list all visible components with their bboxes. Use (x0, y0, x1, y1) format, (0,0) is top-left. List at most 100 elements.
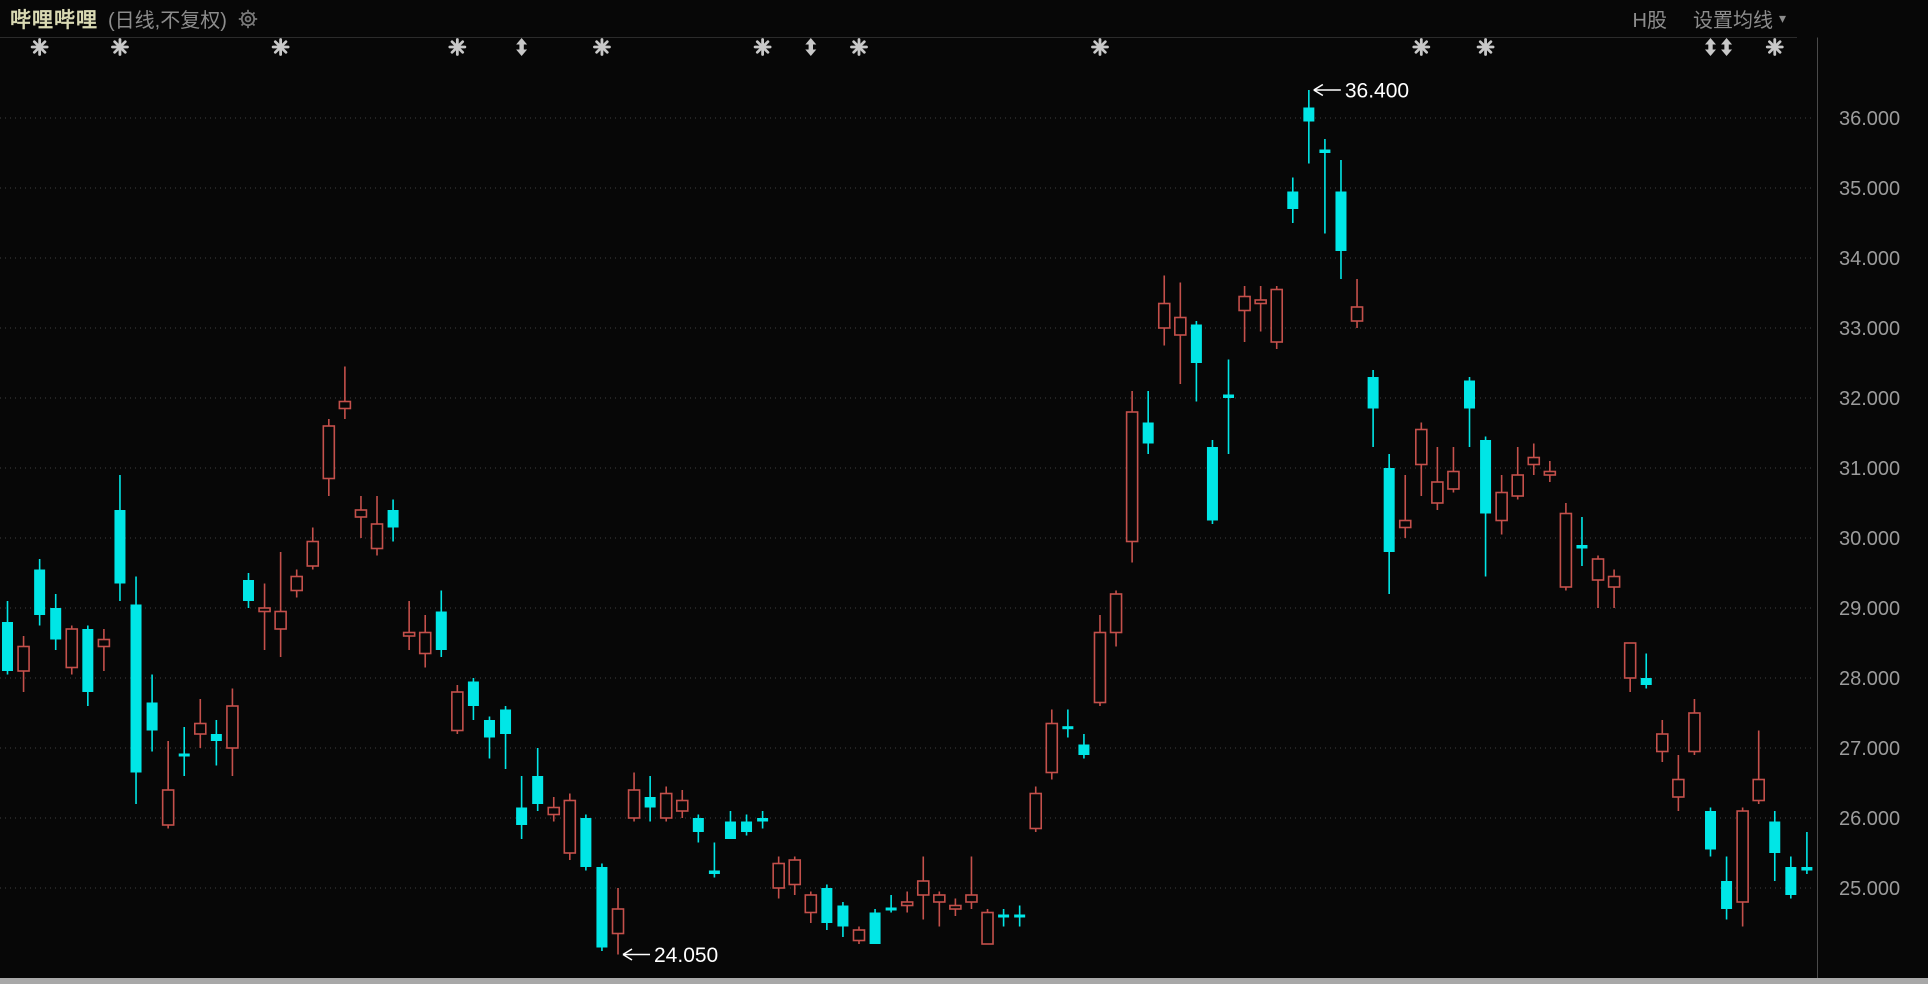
event-marker-asterisk-icon[interactable] (1091, 38, 1109, 56)
candle[interactable] (1480, 436, 1492, 577)
candle[interactable] (1062, 709, 1074, 738)
candle[interactable] (1174, 282, 1187, 385)
candle[interactable] (1398, 475, 1412, 538)
candle[interactable] (1254, 286, 1267, 332)
candle[interactable] (226, 688, 239, 777)
candle[interactable] (837, 902, 849, 937)
candle[interactable] (1190, 321, 1202, 402)
candle[interactable] (1672, 755, 1685, 811)
event-marker-updown-arrow-icon[interactable] (516, 38, 528, 56)
candle[interactable] (757, 811, 769, 829)
candle[interactable] (500, 706, 512, 769)
candle[interactable] (885, 895, 897, 913)
ma-settings-button[interactable]: 设置均线 ▾ (1693, 4, 1786, 33)
candle[interactable] (1623, 642, 1637, 692)
candle[interactable] (1464, 377, 1476, 447)
candle[interactable] (627, 772, 641, 822)
candle[interactable] (387, 499, 399, 542)
candle[interactable] (516, 776, 528, 839)
candle[interactable] (418, 615, 432, 668)
candle[interactable] (1591, 555, 1605, 609)
candle[interactable] (1721, 856, 1733, 920)
candle[interactable] (1511, 447, 1525, 500)
candle[interactable] (596, 863, 608, 952)
candle[interactable] (692, 814, 704, 843)
candle[interactable] (1093, 615, 1107, 706)
candle[interactable] (788, 856, 802, 896)
event-marker-asterisk-icon[interactable] (1476, 38, 1495, 56)
candle[interactable] (1736, 807, 1749, 927)
candle[interactable] (1125, 391, 1139, 563)
candle[interactable] (451, 685, 464, 734)
candle[interactable] (852, 926, 866, 945)
event-marker-asterisk-icon[interactable] (30, 38, 49, 56)
candle[interactable] (82, 625, 94, 707)
candle[interactable] (1303, 90, 1315, 164)
candle[interactable] (1415, 422, 1428, 497)
candle[interactable] (1543, 461, 1557, 482)
candle[interactable] (1527, 443, 1541, 476)
candle[interactable] (659, 786, 673, 822)
candle[interactable] (916, 856, 930, 920)
candle[interactable] (1270, 286, 1284, 349)
candle[interactable] (242, 573, 254, 608)
candle[interactable] (210, 720, 222, 766)
event-marker-asterisk-icon[interactable] (593, 38, 611, 56)
candle[interactable] (290, 569, 303, 598)
candle[interactable] (130, 576, 142, 805)
candle[interactable] (193, 699, 207, 748)
candle[interactable] (611, 888, 625, 955)
event-marker-asterisk-icon[interactable] (753, 38, 772, 56)
event-marker-asterisk-icon[interactable] (271, 38, 290, 56)
candle[interactable] (1142, 391, 1154, 454)
candle[interactable] (1431, 447, 1444, 510)
candle[interactable] (2, 601, 13, 675)
candle[interactable] (741, 814, 753, 836)
candle[interactable] (869, 909, 881, 944)
candle[interactable] (354, 496, 368, 538)
candle[interactable] (1078, 734, 1090, 759)
candle[interactable] (467, 678, 479, 720)
candle[interactable] (50, 594, 62, 650)
candle[interactable] (998, 909, 1010, 927)
candle[interactable] (1495, 475, 1508, 535)
candle[interactable] (981, 909, 994, 945)
candle[interactable] (547, 797, 561, 822)
candle[interactable] (1045, 709, 1059, 780)
candle[interactable] (965, 856, 978, 910)
candle[interactable] (65, 625, 79, 675)
event-marker-updown-arrow-icon[interactable] (1704, 38, 1716, 56)
candle[interactable] (402, 601, 416, 650)
candle[interactable] (1559, 503, 1573, 591)
candle[interactable] (338, 366, 352, 420)
candle[interactable] (306, 527, 320, 570)
candle[interactable] (1029, 786, 1043, 833)
candle[interactable] (644, 776, 656, 822)
candle[interactable] (1769, 811, 1781, 881)
event-marker-updown-arrow-icon[interactable] (1721, 38, 1733, 56)
candle[interactable] (821, 884, 833, 931)
candle[interactable] (1655, 720, 1669, 762)
candle[interactable] (483, 716, 495, 759)
candle[interactable] (1223, 359, 1235, 455)
candle[interactable] (1157, 275, 1171, 346)
candle[interactable] (933, 891, 946, 927)
candle[interactable] (1335, 160, 1347, 279)
candle[interactable] (708, 842, 720, 878)
event-marker-updown-arrow-icon[interactable] (805, 38, 817, 56)
candle[interactable] (580, 814, 592, 871)
candle[interactable] (114, 475, 126, 601)
candle[interactable] (1704, 807, 1716, 857)
candle[interactable] (1367, 370, 1379, 447)
event-marker-asterisk-icon[interactable] (1765, 38, 1784, 56)
candle[interactable] (1206, 440, 1218, 524)
market-tag[interactable]: H股 (1632, 10, 1667, 32)
candle[interactable] (1319, 139, 1331, 234)
candle[interactable] (900, 891, 914, 913)
candle[interactable] (34, 559, 46, 626)
event-marker-asterisk-icon[interactable] (850, 38, 868, 56)
candle[interactable] (532, 748, 544, 811)
event-marker-asterisk-icon[interactable] (111, 38, 129, 56)
candle[interactable] (161, 741, 175, 829)
